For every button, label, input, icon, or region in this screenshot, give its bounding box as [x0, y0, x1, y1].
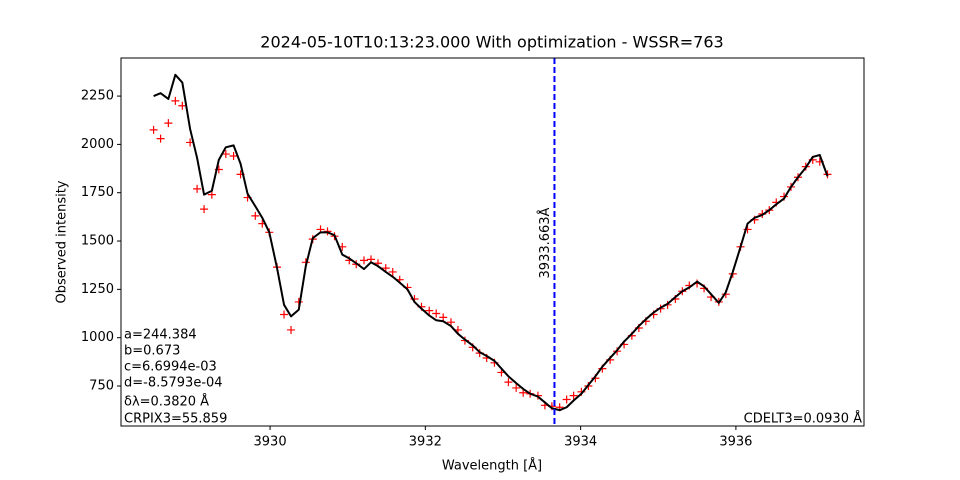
- y-tick-label: 750: [89, 378, 114, 393]
- x-tick-label: 3934: [564, 435, 597, 450]
- annotation: CRPIX3=55.859: [124, 412, 227, 427]
- data-point: [178, 101, 187, 110]
- data-point: [156, 134, 165, 143]
- data-point: [360, 256, 369, 265]
- x-tick-label: 3930: [254, 435, 287, 450]
- x-tick-label: 3936: [719, 435, 752, 450]
- data-point: [439, 313, 448, 322]
- data-point: [569, 391, 578, 400]
- y-tick-label: 1750: [81, 185, 114, 200]
- data-line: [153, 73, 829, 412]
- chart-title: 2024-05-10T10:13:23.000 With optimizatio…: [260, 33, 723, 52]
- data-point: [207, 190, 216, 199]
- data-point: [229, 151, 238, 160]
- data-point: [200, 205, 209, 214]
- y-tick-label: 2000: [81, 137, 114, 152]
- annotation: c=6.6994e-03: [124, 360, 217, 375]
- data-point: [280, 310, 289, 319]
- data-point: [425, 306, 434, 315]
- annotation: δλ=0.3820 Å: [124, 394, 209, 410]
- data-point: [171, 96, 180, 105]
- annotation: b=0.673: [124, 344, 180, 359]
- data-point: [562, 395, 571, 404]
- data-point: [149, 125, 158, 134]
- data-point: [504, 378, 513, 387]
- data-point: [193, 184, 202, 193]
- x-tick-label: 3932: [409, 435, 442, 450]
- data-point: [388, 267, 397, 276]
- data-point: [251, 211, 260, 220]
- y-tick-label: 1500: [81, 234, 114, 249]
- data-point: [287, 325, 296, 334]
- x-axis-label: Wavelength [Å]: [442, 458, 542, 474]
- data-point: [432, 309, 441, 318]
- y-tick-label: 1000: [81, 330, 114, 345]
- annotation: d=-8.5793e-04: [124, 376, 223, 391]
- y-tick-label: 2250: [81, 89, 114, 104]
- plot-frame: [120, 57, 865, 427]
- annotation: a=244.384: [124, 328, 197, 343]
- y-axis-label: Observed intensity: [55, 180, 70, 303]
- data-point: [512, 383, 521, 392]
- data-point: [164, 119, 173, 128]
- annotation: CDELT3=0.0930 Å: [744, 411, 862, 427]
- data-point: [446, 318, 455, 327]
- y-tick-label: 1250: [81, 282, 114, 297]
- reference-label: 3933.663Å: [537, 207, 553, 278]
